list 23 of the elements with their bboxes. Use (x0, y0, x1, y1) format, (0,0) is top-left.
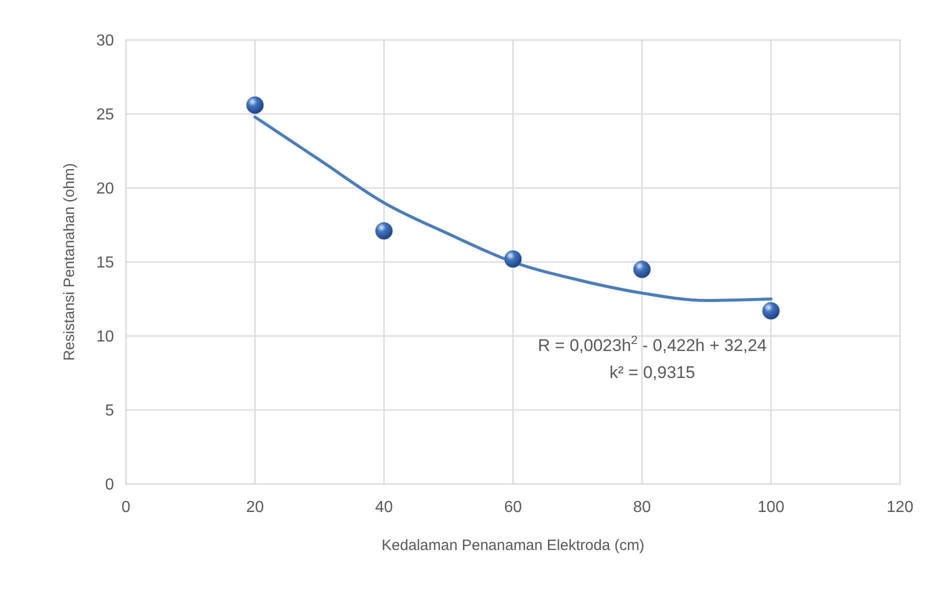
x-tick-label: 20 (246, 499, 264, 516)
x-tick-label: 40 (375, 499, 393, 516)
x-tick-label: 120 (886, 499, 914, 516)
y-axis-title: Resistansi Pentanahan (ohm) (61, 163, 78, 361)
y-tick-label: 10 (96, 328, 114, 346)
y-tick-label: 30 (96, 32, 114, 50)
y-tick-label: 25 (96, 106, 114, 124)
point (246, 96, 264, 114)
annotation: R = 0,0023h$^{2}$ - 0,422h + 32,24 (538, 332, 767, 355)
point (762, 302, 780, 320)
x-tick-label: 100 (758, 499, 784, 516)
y-tick-label: 15 (96, 254, 114, 272)
y-tick-label: 20 (96, 180, 114, 198)
y-tick-label: 0 (105, 476, 114, 494)
x-tick-label: 60 (504, 499, 522, 516)
x-axis-title: Kedalaman Penanaman Elektroda (cm) (382, 537, 644, 554)
y-tick-label: 5 (105, 402, 114, 420)
x-tick-label: 0 (122, 499, 131, 516)
point (375, 222, 393, 240)
point (633, 260, 651, 278)
annotation: k² = 0,9315 (610, 362, 696, 382)
point (504, 250, 522, 268)
x-tick-label: 80 (633, 499, 651, 516)
